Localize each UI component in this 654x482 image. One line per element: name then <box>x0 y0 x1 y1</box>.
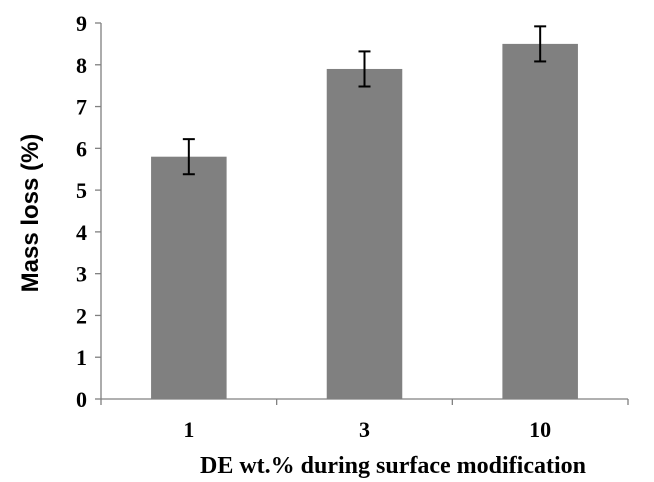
x-axis-title: DE wt.% during surface modification <box>200 453 586 479</box>
bar-3 <box>326 68 403 399</box>
y-axis-title: Mass loss (%) <box>17 134 44 293</box>
bars-group <box>151 43 578 400</box>
bar-1 <box>151 156 227 399</box>
y-tick-label-6: 6 <box>76 136 87 161</box>
x-tick-labels: 1 3 10 <box>183 417 551 442</box>
y-tick-label-2: 2 <box>76 303 87 328</box>
error-bar-10 <box>534 25 547 63</box>
y-tick-label-8: 8 <box>76 53 87 78</box>
y-tick-labels: 0 1 2 3 4 5 6 7 8 9 <box>76 11 87 412</box>
x-tick-label-10: 10 <box>529 417 551 442</box>
x-tick-label-1: 1 <box>183 417 194 442</box>
y-tick-label-5: 5 <box>76 178 87 203</box>
y-tick-label-7: 7 <box>76 95 87 120</box>
error-bar-1 <box>182 138 195 176</box>
error-bars-group <box>182 25 547 176</box>
y-tick-label-4: 4 <box>76 220 87 245</box>
y-tick-label-9: 9 <box>76 11 87 36</box>
axes-group <box>95 22 629 405</box>
y-tick-label-1: 1 <box>76 345 87 370</box>
y-tick-label-3: 3 <box>76 262 87 287</box>
y-tick-label-0: 0 <box>76 387 87 412</box>
bar-10 <box>502 43 578 400</box>
x-tick-label-3: 3 <box>359 417 370 442</box>
error-bar-3 <box>358 50 371 88</box>
